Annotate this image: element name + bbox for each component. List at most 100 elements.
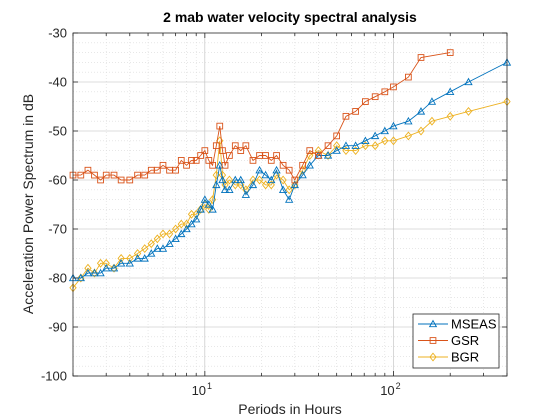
data-point-gsr xyxy=(242,142,250,150)
data-point-gsr xyxy=(188,157,195,164)
data-point-mseas xyxy=(248,180,258,189)
legend-marker xyxy=(429,337,437,344)
data-point-mseas xyxy=(427,97,437,105)
data-point-gsr xyxy=(342,112,350,120)
data-point-mseas xyxy=(446,87,455,95)
data-point-gsr xyxy=(333,132,341,140)
axes-box xyxy=(72,32,508,377)
series-mseas xyxy=(68,58,512,282)
data-point-gsr xyxy=(77,171,85,179)
grid xyxy=(72,33,508,376)
legend-item-mseas: MSEAS xyxy=(418,317,497,332)
data-point-gsr xyxy=(417,54,425,61)
data-point-gsr xyxy=(405,73,412,81)
data-point-mseas xyxy=(255,165,264,174)
data-point-mseas xyxy=(361,136,370,144)
data-point-gsr xyxy=(381,88,389,96)
data-point-mseas xyxy=(231,175,240,184)
data-point-bgr xyxy=(417,126,425,136)
data-point-gsr xyxy=(172,166,179,174)
data-point-bgr xyxy=(333,141,341,151)
data-point-mseas xyxy=(323,151,333,159)
legend-label: MSEAS xyxy=(451,317,497,332)
data-point-bgr xyxy=(291,180,299,190)
data-point-mseas xyxy=(389,121,398,130)
data-point-gsr xyxy=(153,166,161,174)
legend-label: BGR xyxy=(451,350,479,365)
data-point-mseas xyxy=(261,170,270,179)
x-tick-label: 102 xyxy=(380,381,400,398)
data-point-mseas xyxy=(102,263,111,272)
data-point-bgr xyxy=(102,258,110,268)
legend-item-bgr: BGR xyxy=(418,350,479,365)
x-axis-label: Periods in Hours xyxy=(238,401,342,417)
data-point-bgr xyxy=(182,219,191,229)
data-point-gsr xyxy=(216,122,224,130)
data-point-bgr xyxy=(261,180,270,190)
data-point-bgr xyxy=(117,253,125,263)
y-tick-label: -70 xyxy=(48,222,67,237)
data-point-gsr xyxy=(177,157,185,164)
data-point-bgr xyxy=(446,111,454,121)
chart-title: 2 mab water velocity spectral analysis xyxy=(163,9,417,25)
data-point-bgr xyxy=(153,234,161,244)
data-point-gsr xyxy=(362,98,369,105)
data-point-gsr xyxy=(183,161,190,169)
legend-marker xyxy=(428,319,438,328)
data-point-gsr xyxy=(226,152,233,159)
series-gsr xyxy=(69,49,454,184)
data-point-mseas xyxy=(218,175,227,184)
data-point-bgr xyxy=(192,209,200,219)
data-point-gsr xyxy=(267,157,275,164)
data-point-mseas xyxy=(147,249,156,257)
y-tick-label: -90 xyxy=(48,320,67,335)
data-point-gsr xyxy=(390,83,397,91)
data-point-mseas xyxy=(116,258,126,267)
data-point-gsr xyxy=(221,161,229,169)
data-point-gsr xyxy=(352,108,359,115)
data-point-gsr xyxy=(212,142,220,150)
data-point-mseas xyxy=(96,268,105,277)
data-point-gsr xyxy=(285,166,293,174)
legend-marker xyxy=(429,352,437,362)
data-point-mseas xyxy=(220,185,230,193)
data-point-mseas xyxy=(298,170,307,179)
data-point-bgr xyxy=(171,224,180,234)
data-point-gsr xyxy=(117,176,125,184)
data-point-mseas xyxy=(267,175,276,184)
data-point-gsr xyxy=(324,142,332,150)
y-tick-label: -50 xyxy=(48,124,67,139)
data-point-bgr xyxy=(96,258,105,268)
data-point-bgr xyxy=(237,180,245,190)
data-point-gsr xyxy=(126,176,134,184)
data-point-bgr xyxy=(351,146,360,156)
data-point-gsr xyxy=(84,166,92,174)
data-point-gsr xyxy=(91,171,98,179)
data-point-gsr xyxy=(262,152,269,159)
y-tick-label: -100 xyxy=(41,369,67,384)
data-point-gsr xyxy=(192,157,200,164)
data-point-mseas xyxy=(285,195,294,203)
data-point-mseas xyxy=(464,77,473,86)
data-point-gsr xyxy=(291,176,299,184)
data-point-gsr xyxy=(134,171,141,179)
data-point-mseas xyxy=(153,244,162,252)
data-point-mseas xyxy=(380,126,389,135)
y-tick-label: -30 xyxy=(48,26,67,41)
data-point-bgr xyxy=(133,249,142,258)
data-point-mseas xyxy=(341,141,351,149)
data-point-mseas xyxy=(182,224,191,233)
data-point-mseas xyxy=(158,244,168,252)
data-point-bgr xyxy=(84,263,92,273)
data-point-bgr xyxy=(389,136,398,146)
data-point-bgr xyxy=(361,141,370,151)
data-point-mseas xyxy=(76,273,85,282)
data-point-gsr xyxy=(97,176,104,184)
data-point-mseas xyxy=(332,146,341,154)
data-point-mseas xyxy=(278,185,288,193)
data-point-bgr xyxy=(141,244,149,254)
data-point-bgr xyxy=(177,219,185,229)
data-point-gsr xyxy=(219,147,226,154)
data-point-mseas xyxy=(305,160,314,169)
